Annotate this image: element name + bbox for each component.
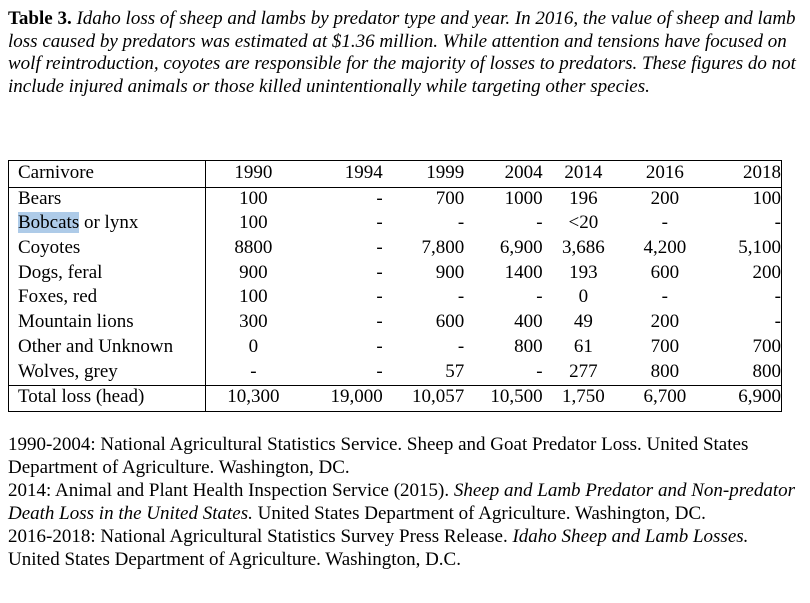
value-cell: <20 (568, 212, 599, 234)
value-cell: 19,000 (301, 385, 383, 412)
highlighted-text: Bobcats (18, 212, 80, 234)
value-cell: 800 (514, 335, 543, 357)
table-row: Bobcats or lynx 100 - - - <20 - - (8, 212, 782, 238)
value-cell: 8800 (234, 237, 273, 259)
value-cell: 600 (650, 261, 680, 283)
predator-loss-table: Carnivore 1990 1994 1999 2004 2014 2016 … (8, 160, 782, 412)
value-cell: 800 (650, 360, 680, 382)
value-cell: 4,200 (643, 237, 687, 259)
carnivore-label: Mountain lions (8, 311, 206, 336)
value-cell: 400 (514, 311, 543, 333)
value-cell: 10,057 (382, 385, 465, 412)
table-row: Wolves, grey - - 57 - 277 800 800 (8, 360, 782, 386)
value-cell: - (376, 187, 383, 209)
table-row: Bears 100 - 700 1000 196 200 100 (8, 187, 782, 213)
table-row: Foxes, red 100 - - - 0 - - (8, 286, 782, 312)
caption-label: Table 3. (8, 8, 72, 29)
value-cell: 700 (435, 187, 465, 209)
value-cell: 10,500 (464, 385, 543, 412)
source-notes: 1990-2004: National Agricultural Statist… (8, 433, 798, 571)
carnivore-label: Foxes, red (8, 286, 206, 312)
value-cell: 300 (239, 311, 268, 333)
total-label: Total loss (head) (8, 385, 206, 412)
value-cell: - (536, 212, 543, 234)
value-cell: - (250, 360, 257, 382)
value-cell: - (376, 261, 383, 283)
value-cell: 0 (578, 286, 589, 308)
value-cell: 1,750 (542, 385, 625, 412)
carnivore-label: Bobcats or lynx (8, 212, 206, 238)
value-cell: - (376, 311, 383, 333)
value-cell: - (536, 286, 543, 308)
value-cell: - (376, 335, 383, 357)
value-cell: - (376, 360, 383, 382)
value-cell: 200 (650, 187, 680, 209)
header-year: 1990 (205, 160, 302, 188)
value-cell: 3,686 (561, 237, 605, 259)
value-cell: 193 (569, 261, 598, 283)
value-cell: 200 (650, 311, 680, 333)
header-year: 2014 (542, 160, 625, 188)
value-cell: 100 (239, 187, 268, 209)
value-cell: 1000 (504, 187, 543, 209)
header-carnivore: Carnivore (8, 160, 206, 188)
value-cell: 7,800 (421, 237, 465, 259)
table-header-row: Carnivore 1990 1994 1999 2004 2014 2016 … (8, 160, 782, 188)
value-cell: - (705, 311, 782, 336)
value-cell: 700 (705, 335, 782, 361)
value-cell: 600 (435, 311, 465, 333)
value-cell: - (376, 237, 383, 259)
value-cell: 900 (239, 261, 268, 283)
value-cell: - (457, 335, 465, 357)
value-cell: 10,300 (205, 385, 302, 412)
value-cell: - (661, 286, 668, 308)
value-cell: - (457, 286, 465, 308)
value-cell: 100 (239, 212, 268, 234)
value-cell: 6,700 (624, 385, 706, 412)
value-cell: 57 (445, 360, 465, 382)
value-cell: - (376, 212, 383, 234)
header-year: 1999 (382, 160, 465, 188)
table-caption: Table 3. Idaho loss of sheep and lambs b… (8, 8, 798, 98)
value-cell: 800 (705, 360, 782, 386)
value-cell: 5,100 (705, 237, 782, 262)
value-cell: 100 (239, 286, 268, 308)
value-cell: 0 (248, 335, 259, 357)
value-cell: 6,900 (705, 385, 782, 412)
value-cell: 100 (705, 187, 782, 213)
value-cell: 900 (435, 261, 465, 283)
value-cell: 277 (569, 360, 598, 382)
carnivore-label: Wolves, grey (8, 360, 206, 386)
value-cell: - (705, 286, 782, 312)
carnivore-label: Coyotes (8, 237, 206, 262)
header-year: 1994 (301, 160, 383, 188)
header-year: 2004 (464, 160, 543, 188)
value-cell: 1400 (504, 261, 543, 283)
table-row: Other and Unknown 0 - - 800 61 700 700 (8, 335, 782, 361)
value-cell: 61 (573, 335, 593, 357)
header-year: 2018 (705, 160, 782, 188)
carnivore-label: Bears (8, 187, 206, 213)
value-cell: 200 (705, 261, 782, 287)
value-cell: - (457, 212, 465, 234)
table-row: Mountain lions 300 - 600 400 49 200 - (8, 311, 782, 336)
total-row: Total loss (head) 10,300 19,000 10,057 10,50… (8, 385, 782, 412)
carnivore-label: Other and Unknown (8, 335, 206, 361)
value-cell: - (536, 360, 543, 382)
table-row: Dogs, feral 900 - 900 1400 193 600 200 (8, 261, 782, 287)
value-cell: 196 (569, 187, 598, 209)
value-cell: - (661, 212, 668, 234)
header-year: 2016 (624, 160, 706, 188)
value-cell: 6,900 (499, 237, 543, 259)
caption-text: Idaho loss of sheep and lambs by predato… (8, 8, 796, 97)
source-note: 2016-2018: National Agricultural Statist… (8, 526, 749, 570)
source-note: 1990-2004: National Agricultural Statist… (8, 434, 749, 478)
carnivore-label: Dogs, feral (8, 261, 206, 287)
value-cell: - (376, 286, 383, 308)
source-note: 2014: Animal and Plant Health Inspection… (8, 480, 795, 524)
table-row: Coyotes 8800 - 7,800 6,900 3,686 4,200 5,100 (8, 237, 782, 262)
value-cell: 49 (573, 311, 593, 333)
value-cell: 700 (650, 335, 680, 357)
value-cell: - (705, 212, 782, 238)
